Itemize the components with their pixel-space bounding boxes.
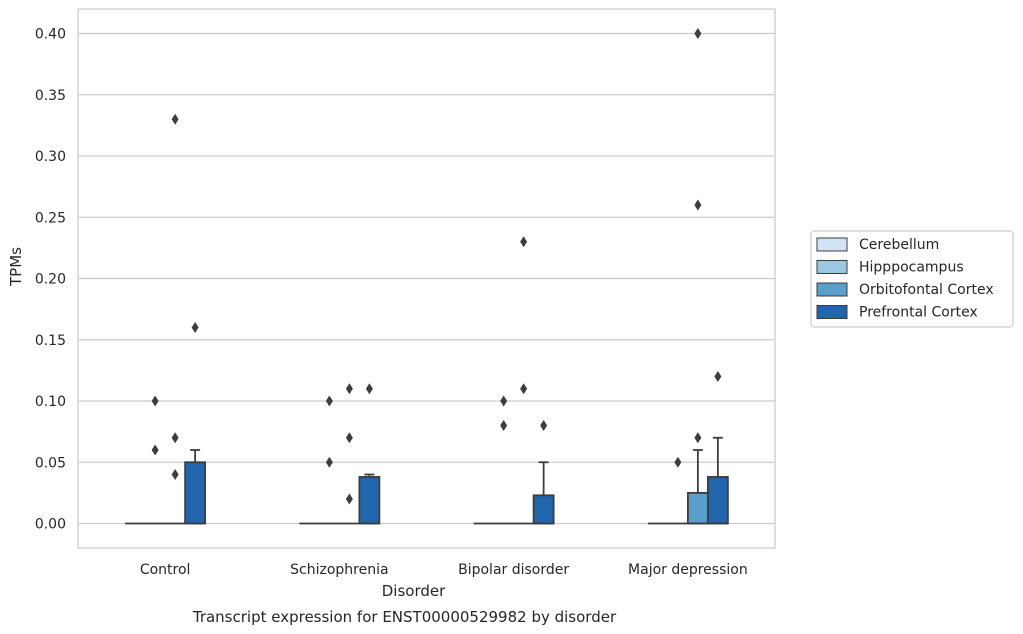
box [513, 236, 534, 525]
legend-label: Cerebellum [859, 237, 939, 253]
box [532, 420, 555, 525]
x-axis-title: Disorder [382, 582, 446, 600]
outlier-point [151, 395, 159, 407]
legend-item: Orbitofontal Cortex [816, 282, 994, 298]
legend-item: Cerebellum [816, 237, 939, 253]
box-body [184, 461, 207, 525]
box [667, 456, 688, 525]
series-hipppocampus [145, 395, 688, 525]
outlier-point [694, 199, 702, 211]
box [184, 322, 207, 525]
outlier-point [171, 469, 179, 480]
grid-lines [78, 32, 775, 525]
outlier-point [325, 456, 333, 468]
outlier-point [694, 28, 702, 39]
box-body [532, 494, 555, 525]
box [358, 383, 381, 525]
legend-label: Orbitofontal Cortex [859, 282, 994, 298]
outlier-point [171, 113, 179, 125]
y-tick-label: 0.10 [35, 394, 66, 410]
x-tick-label: Schizophrenia [290, 562, 388, 578]
legend-swatch [816, 237, 848, 252]
x-tick-label: Control [140, 562, 191, 578]
y-axis-title: TPMs [7, 247, 25, 287]
x-tick-label: Major depression [628, 562, 748, 578]
y-tick-label: 0.35 [35, 88, 66, 104]
outlier-point [694, 432, 702, 444]
y-tick-label: 0.05 [35, 455, 66, 471]
outlier-point [345, 383, 353, 395]
box [706, 371, 729, 525]
outlier-point [325, 395, 333, 407]
y-axis-ticks: 0.00 0.05 0.10 0.15 0.20 0.25 0.30 0.35 0.40 [35, 27, 66, 533]
outlier-point [345, 493, 353, 505]
series-orbitofontal-cortex [165, 28, 709, 525]
outlier-point [500, 420, 508, 431]
x-axis-ticks: Control Schizophrenia Bipolar disorder Majo… [140, 562, 748, 578]
outlier-point [520, 236, 528, 248]
legend-swatch [816, 282, 848, 297]
box [339, 383, 360, 525]
legend-swatch [816, 260, 848, 274]
y-tick-label: 0.00 [35, 517, 66, 533]
y-tick-label: 0.40 [35, 27, 66, 43]
outlier-point [171, 432, 179, 444]
y-tick-label: 0.25 [35, 210, 66, 226]
outlier-point [540, 420, 548, 431]
outlier-point [714, 371, 722, 382]
box [145, 395, 166, 525]
box [686, 28, 709, 525]
y-tick-label: 0.20 [35, 272, 66, 288]
legend-swatch [816, 305, 848, 319]
y-tick-label: 0.30 [35, 149, 66, 165]
box-body [706, 476, 729, 525]
box [319, 395, 340, 525]
plot-area [125, 28, 729, 525]
legend-label: Hipppocampus [859, 260, 964, 276]
y-tick-label: 0.15 [35, 333, 66, 349]
box [165, 113, 186, 525]
outlier-point [500, 395, 508, 407]
box [493, 395, 514, 525]
outlier-point [151, 444, 159, 456]
plot-frame [77, 8, 776, 549]
legend: Cerebellum Hipppocampus Orbitofontal Corte… [810, 230, 1014, 328]
x-tick-label: Bipolar disorder [458, 562, 569, 578]
legend-item: Prefrontal Cortex [816, 305, 978, 321]
series-prefrontal-cortex [184, 322, 729, 525]
legend-frame [810, 230, 1014, 328]
legend-label: Prefrontal Cortex [859, 305, 978, 321]
outlier-point [674, 456, 682, 468]
outlier-point [345, 432, 353, 444]
box-body [686, 491, 709, 525]
box-body [358, 476, 381, 525]
outlier-point [365, 383, 373, 395]
outlier-point [520, 383, 528, 395]
chart-caption: Transcript expression for ENST0000052998… [192, 608, 617, 626]
legend-item: Hipppocampus [816, 260, 964, 276]
outlier-point [191, 322, 199, 333]
